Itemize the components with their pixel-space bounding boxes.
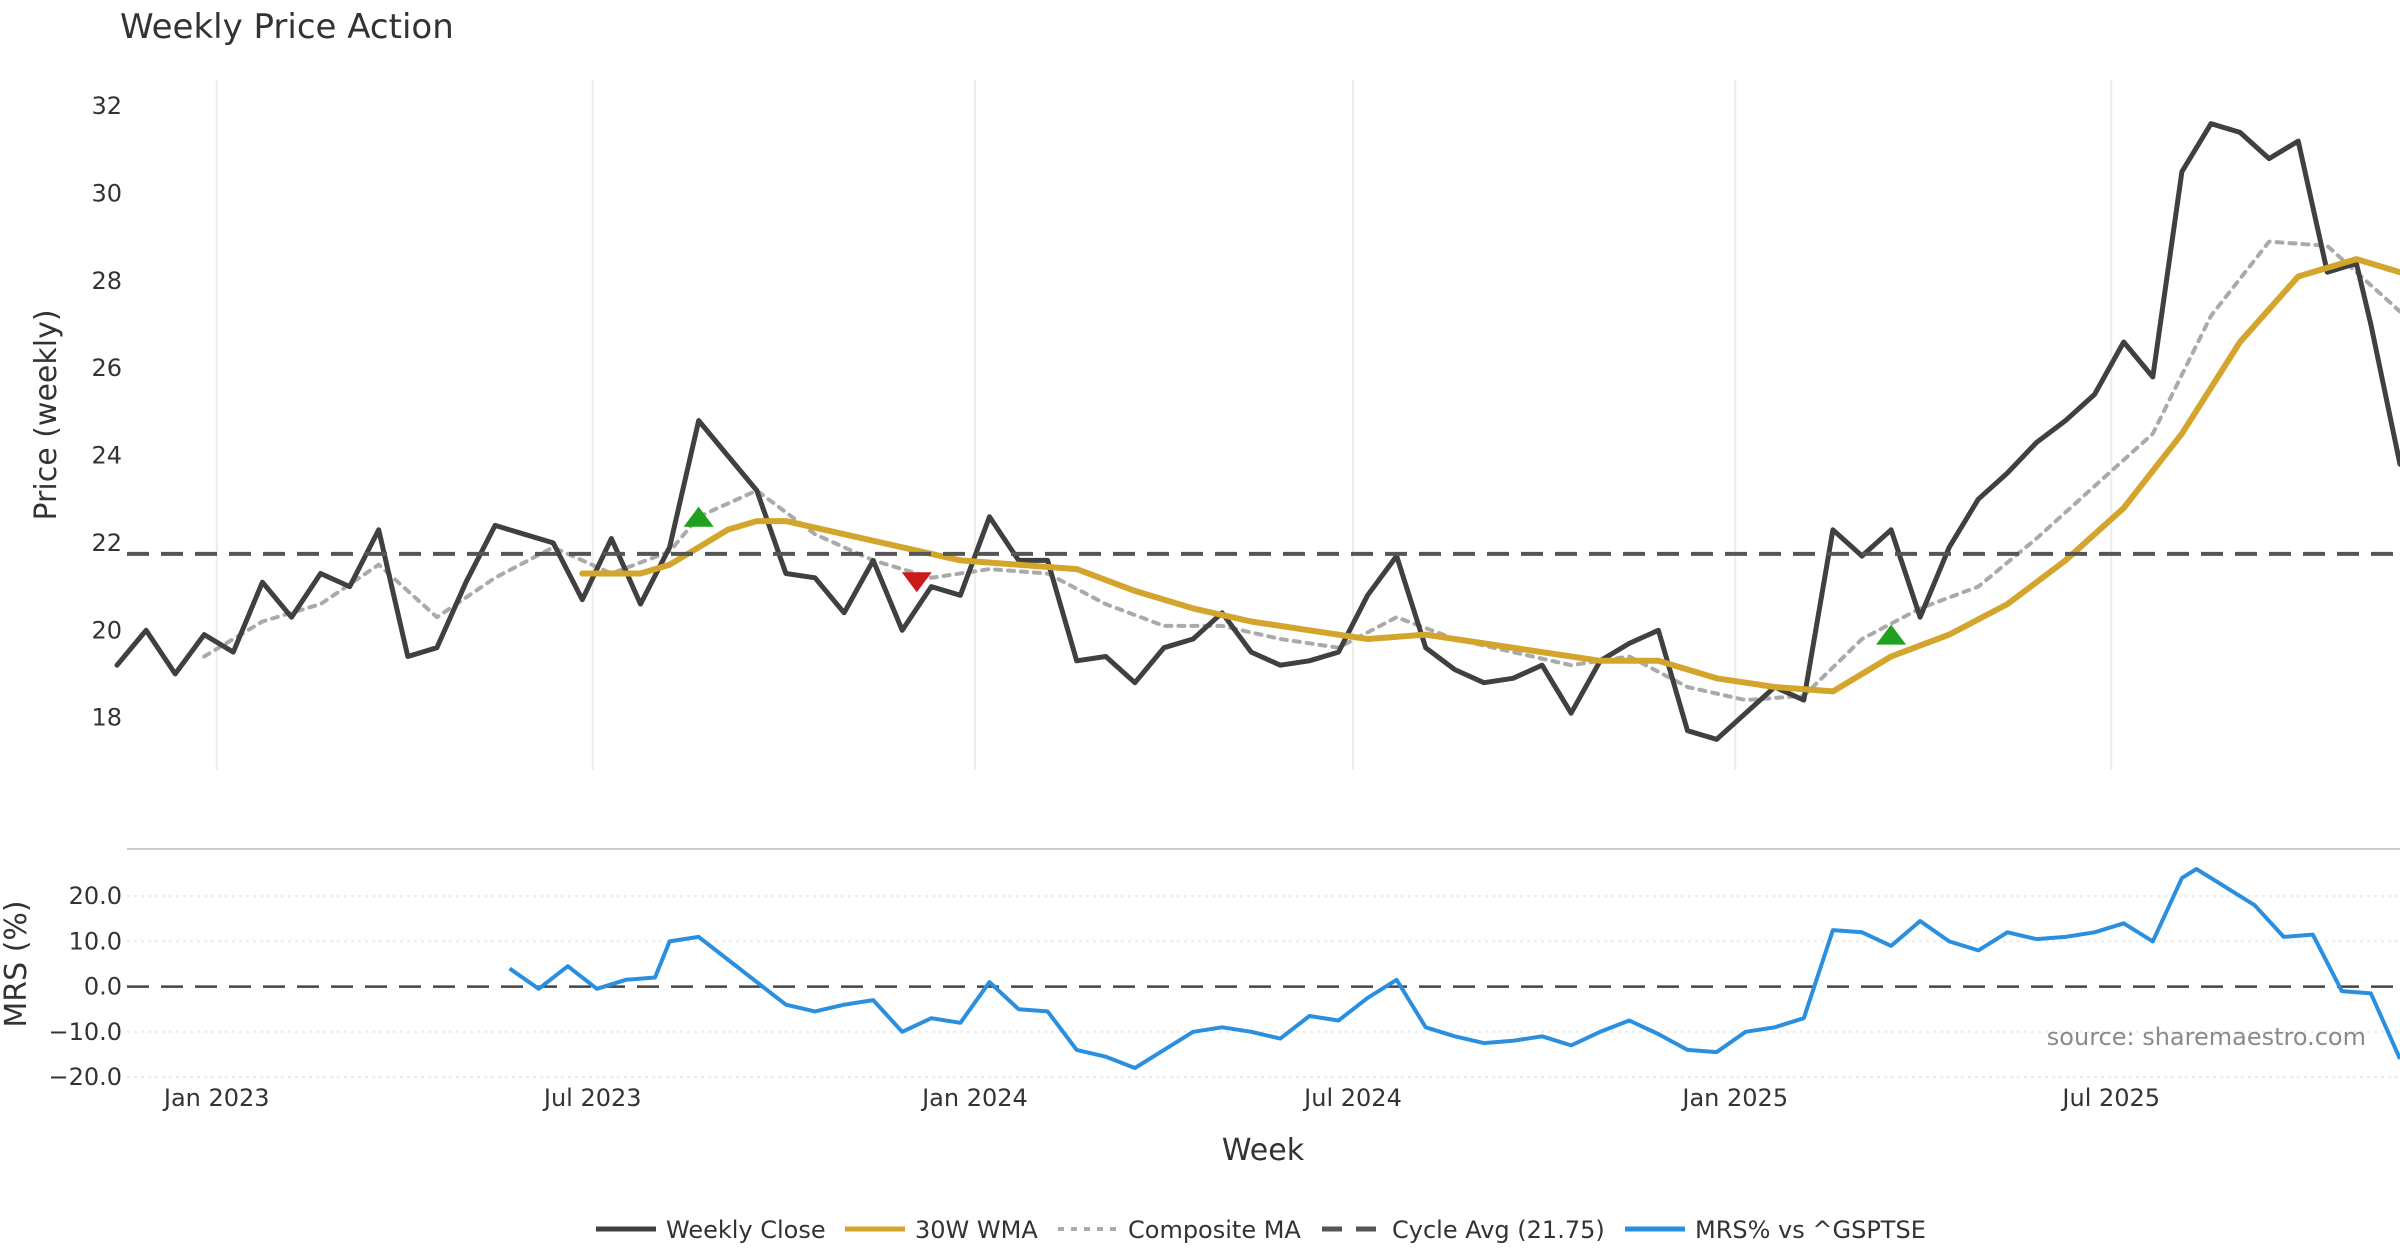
mrs-y-axis-label: MRS (%) xyxy=(0,900,34,1027)
price-y-tick: 30 xyxy=(91,180,122,208)
legend-label-composite-ma: Composite MA xyxy=(1128,1216,1301,1244)
x-axis-ticks: Jan 2023 Jul 2023 Jan 2024 Jul 2024 Jan 2025… xyxy=(162,1084,2160,1112)
x-tick-jan-2023: Jan 2023 xyxy=(162,1084,270,1112)
price-panel-grid xyxy=(215,80,2113,770)
series-mrs-vs-gsptse xyxy=(508,867,2400,1070)
source-note: source: sharemaestro.com xyxy=(2047,1023,2366,1051)
chart-title: Weekly Price Action xyxy=(120,7,454,47)
price-series-layer xyxy=(114,121,2400,742)
series-weekly-close xyxy=(114,121,2400,742)
mrs-series-layer xyxy=(127,867,2400,1070)
sell-signal-marker xyxy=(901,572,932,593)
x-tick-jul-2024: Jul 2024 xyxy=(1302,1084,1402,1112)
mrs-y-tick: 0.0 xyxy=(84,973,122,1001)
buy-signal-marker xyxy=(683,506,714,527)
x-tick-jul-2023: Jul 2023 xyxy=(542,1084,642,1112)
x-tick-jan-2025: Jan 2025 xyxy=(1680,1084,1788,1112)
price-y-tick: 32 xyxy=(91,92,122,120)
x-axis-label: Week xyxy=(1222,1133,1305,1168)
buy-signal-marker xyxy=(1876,624,1907,645)
legend-label-30w-wma: 30W WMA xyxy=(915,1216,1038,1244)
price-y-tick: 22 xyxy=(91,529,122,557)
mrs-panel-grid xyxy=(127,895,2400,1078)
mrs-y-tick: −20.0 xyxy=(48,1063,122,1091)
x-tick-jan-2024: Jan 2024 xyxy=(920,1084,1028,1112)
price-y-tick: 28 xyxy=(91,267,122,295)
series-30w-wma xyxy=(579,256,2400,695)
legend-label-weekly-close: Weekly Close xyxy=(666,1216,826,1244)
chart-legend: Weekly Close 30W WMA Composite MA Cycle Avg… xyxy=(596,1216,1926,1244)
legend-label-mrs-vs-gsptse: MRS% vs ^GSPTSE xyxy=(1695,1216,1926,1244)
price-y-tick: 26 xyxy=(91,354,122,382)
x-tick-jul-2025: Jul 2025 xyxy=(2060,1084,2160,1112)
mrs-y-axis-ticks: 20.0 10.0 0.0 −10.0 −20.0 xyxy=(48,882,122,1091)
legend-label-cycle-avg-21-75: Cycle Avg (21.75) xyxy=(1392,1216,1605,1244)
signal-markers xyxy=(683,506,1907,645)
price-y-tick: 24 xyxy=(91,442,122,470)
mrs-y-tick: 10.0 xyxy=(69,927,122,955)
price-y-axis-label: Price (weekly) xyxy=(29,309,64,520)
mrs-y-tick: −10.0 xyxy=(48,1018,122,1046)
price-y-axis-ticks: 18 20 22 24 26 28 30 32 xyxy=(91,92,122,731)
mrs-y-tick: 20.0 xyxy=(69,882,122,910)
price-y-tick: 18 xyxy=(91,704,122,732)
price-y-tick: 20 xyxy=(91,616,122,644)
